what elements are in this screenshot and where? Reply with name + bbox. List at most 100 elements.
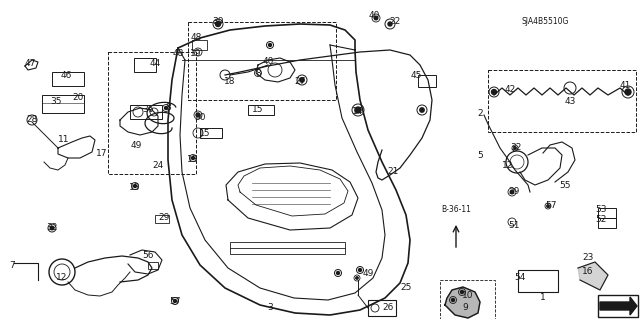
Text: 41: 41 <box>620 80 630 90</box>
Text: 18: 18 <box>224 78 236 86</box>
Polygon shape <box>578 262 608 290</box>
Text: 57: 57 <box>169 298 180 307</box>
Bar <box>42 95 84 113</box>
Text: 57: 57 <box>545 202 557 211</box>
Text: 21: 21 <box>387 167 399 176</box>
Text: 47: 47 <box>24 58 36 68</box>
Circle shape <box>50 226 54 230</box>
Text: 13: 13 <box>129 183 141 192</box>
Bar <box>518 270 558 292</box>
Text: 24: 24 <box>152 160 164 169</box>
Circle shape <box>547 205 549 207</box>
Text: 51: 51 <box>508 220 520 229</box>
Circle shape <box>173 300 177 302</box>
Circle shape <box>625 89 631 95</box>
Text: 16: 16 <box>582 266 594 276</box>
Text: 40: 40 <box>368 11 380 20</box>
Polygon shape <box>445 287 480 318</box>
Bar <box>130 105 162 119</box>
Text: 49: 49 <box>362 269 374 278</box>
Text: 8: 8 <box>255 70 261 78</box>
Bar <box>418 75 436 87</box>
Text: 5: 5 <box>477 151 483 160</box>
Bar <box>598 218 616 228</box>
Circle shape <box>164 107 168 109</box>
Circle shape <box>269 43 271 47</box>
Circle shape <box>196 113 200 117</box>
Text: 40: 40 <box>262 56 274 65</box>
Bar <box>598 295 638 317</box>
Text: 9: 9 <box>462 302 468 311</box>
Text: 13: 13 <box>188 155 199 165</box>
Text: 2: 2 <box>477 108 483 117</box>
Text: 29: 29 <box>158 213 170 222</box>
Circle shape <box>300 78 304 82</box>
Bar <box>52 72 84 86</box>
Bar <box>108 52 196 174</box>
Text: 23: 23 <box>582 254 594 263</box>
Circle shape <box>216 21 221 26</box>
Text: 17: 17 <box>96 150 108 159</box>
Circle shape <box>510 190 514 194</box>
Bar <box>148 262 158 269</box>
Text: 45: 45 <box>410 70 422 79</box>
Bar <box>368 300 396 316</box>
Bar <box>192 40 207 50</box>
Circle shape <box>191 157 195 160</box>
Circle shape <box>388 22 392 26</box>
Text: 26: 26 <box>382 303 394 313</box>
Text: 1: 1 <box>540 293 546 301</box>
Circle shape <box>374 16 378 20</box>
Text: 52: 52 <box>595 216 607 225</box>
Bar <box>134 58 156 72</box>
Text: 54: 54 <box>515 273 525 283</box>
Text: FR.: FR. <box>602 302 618 311</box>
Circle shape <box>420 108 424 112</box>
Text: 32: 32 <box>510 143 522 152</box>
Text: 32: 32 <box>46 224 58 233</box>
Text: 12: 12 <box>56 273 68 283</box>
Text: 7: 7 <box>9 261 15 270</box>
Text: 20: 20 <box>72 93 84 101</box>
Text: 56: 56 <box>142 250 154 259</box>
Text: 36: 36 <box>142 106 154 115</box>
Circle shape <box>356 277 358 279</box>
Text: 48: 48 <box>172 49 184 58</box>
Bar <box>155 215 169 223</box>
Circle shape <box>492 90 497 94</box>
Text: 50: 50 <box>195 113 205 122</box>
Bar <box>230 242 345 254</box>
Circle shape <box>451 299 454 301</box>
Bar <box>440 280 495 319</box>
Text: 19: 19 <box>190 49 202 58</box>
Bar <box>598 208 616 218</box>
Text: 25: 25 <box>400 283 412 292</box>
Text: 8: 8 <box>165 103 171 113</box>
Text: B-36-11: B-36-11 <box>441 205 471 214</box>
Bar <box>248 105 274 115</box>
Text: 15: 15 <box>199 129 211 137</box>
Text: 42: 42 <box>504 85 516 93</box>
Text: 22: 22 <box>389 18 401 26</box>
Text: 35: 35 <box>51 97 61 106</box>
Text: 28: 28 <box>26 115 38 124</box>
Text: 43: 43 <box>564 98 576 107</box>
Text: 3: 3 <box>267 303 273 313</box>
Text: 44: 44 <box>149 58 161 68</box>
Text: 46: 46 <box>60 70 72 79</box>
Circle shape <box>461 291 463 293</box>
Text: 53: 53 <box>595 204 607 213</box>
Polygon shape <box>600 297 637 315</box>
Text: 14: 14 <box>352 108 364 116</box>
Text: 55: 55 <box>559 182 571 190</box>
Circle shape <box>358 269 362 271</box>
Text: 48: 48 <box>190 33 202 42</box>
Text: SJA4B5510G: SJA4B5510G <box>522 18 569 26</box>
Text: 49: 49 <box>131 140 141 150</box>
Bar <box>200 128 222 138</box>
Text: 39: 39 <box>212 18 224 26</box>
Text: 10: 10 <box>462 292 474 300</box>
Text: 29: 29 <box>508 188 520 197</box>
Text: 27: 27 <box>294 78 306 86</box>
Circle shape <box>337 271 339 275</box>
